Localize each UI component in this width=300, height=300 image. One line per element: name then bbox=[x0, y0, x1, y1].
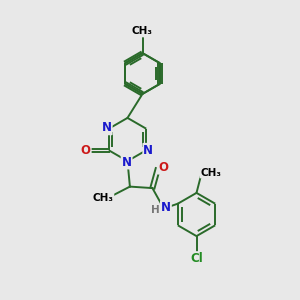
Text: O: O bbox=[158, 160, 168, 174]
Text: O: O bbox=[81, 144, 91, 157]
Text: N: N bbox=[143, 144, 153, 157]
Text: H: H bbox=[151, 205, 160, 215]
Text: N: N bbox=[102, 121, 112, 134]
Text: CH₃: CH₃ bbox=[200, 167, 221, 178]
Text: CH₃: CH₃ bbox=[92, 193, 113, 203]
Text: Cl: Cl bbox=[190, 252, 203, 265]
Text: N: N bbox=[122, 155, 132, 169]
Text: N: N bbox=[161, 201, 171, 214]
Text: CH₃: CH₃ bbox=[132, 26, 153, 37]
